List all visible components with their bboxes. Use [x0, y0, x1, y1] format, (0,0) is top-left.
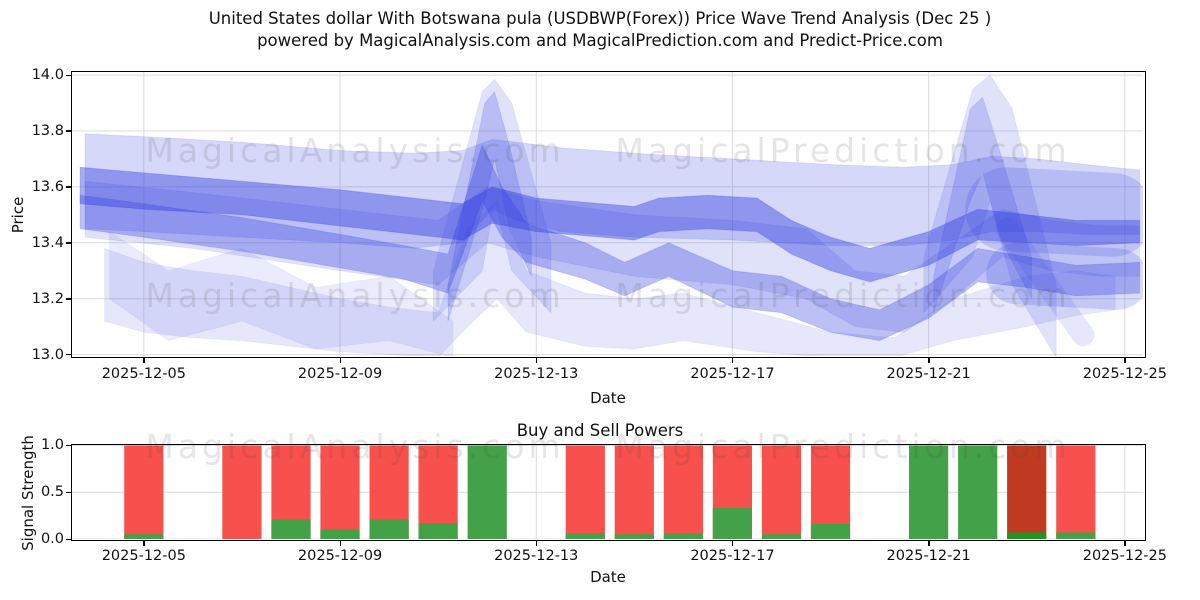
- sell-power-bar: [1007, 445, 1047, 539]
- price-axis-label: Price: [9, 196, 27, 234]
- y-tick-label: 1.0: [40, 437, 64, 454]
- y-tick-mark: [66, 491, 71, 494]
- x-tick-label: 2025-12-17: [690, 366, 775, 382]
- x-tick-label: 2025-12-09: [297, 548, 383, 564]
- figure-title: United States dollar With Botswana pula …: [0, 8, 1200, 52]
- x-tick-mark: [143, 358, 145, 363]
- y-tick-mark: [66, 538, 71, 540]
- price-wave-band: [109, 231, 454, 356]
- buy-power-bar: [614, 534, 654, 539]
- x-tick-mark: [535, 541, 538, 546]
- x-tick-label: 2025-12-09: [297, 366, 383, 382]
- x-tick-label: 2025-12-21: [886, 548, 971, 564]
- x-tick-label: 2025-12-05: [101, 548, 186, 564]
- sell-power-bar: [320, 445, 360, 539]
- buy-power-bar: [663, 533, 703, 539]
- figure-title-line1: United States dollar With Botswana pula …: [208, 9, 992, 28]
- x-tick-mark: [928, 358, 930, 363]
- price-wave-band: [79, 144, 1141, 342]
- price-wave-band-pill: [986, 242, 1143, 310]
- price-wave-band: [84, 133, 1141, 249]
- x-tick-label: 2025-12-13: [494, 366, 579, 382]
- buy-power-bar: [467, 445, 507, 539]
- buy-power-bar: [958, 445, 998, 539]
- buy-power-bar: [124, 534, 164, 539]
- sell-power-bar: [810, 445, 851, 539]
- y-tick-mark: [66, 444, 71, 447]
- x-tick-mark: [731, 358, 734, 363]
- x-tick-label: 2025-12-13: [494, 548, 579, 564]
- y-tick-label: 13.8: [31, 122, 64, 139]
- power-bars-svg: [72, 445, 1143, 539]
- price-wave-band: [79, 166, 1141, 283]
- buy-power-bar: [320, 529, 360, 539]
- sell-power-bar: [614, 445, 654, 539]
- x-tick-mark: [928, 541, 930, 546]
- buy-power-bar: [909, 445, 949, 539]
- buy-power-bar: [418, 523, 458, 539]
- buy-power-bar: [712, 508, 752, 539]
- x-tick-label: 2025-12-25: [1082, 548, 1167, 564]
- y-tick-mark: [66, 74, 71, 76]
- x-tick-mark: [143, 541, 145, 546]
- date-axis-label-bottom: Date: [590, 568, 626, 586]
- x-tick-label: 2025-12-05: [101, 366, 186, 382]
- x-tick-mark: [1124, 358, 1126, 363]
- x-tick-mark: [339, 358, 341, 363]
- buy-power-bar: [369, 519, 409, 539]
- y-tick-label: 0.5: [40, 484, 64, 501]
- price-chart-plot-area: [71, 71, 1146, 358]
- y-tick-label: 13.2: [31, 290, 64, 307]
- y-tick-label: 13.0: [31, 346, 64, 363]
- power-chart-plot-area: [71, 444, 1146, 541]
- y-tick-mark: [66, 130, 71, 132]
- x-tick-label: 2025-12-17: [690, 548, 775, 564]
- buy-power-bar: [565, 533, 605, 539]
- buy-power-bar: [1007, 532, 1047, 539]
- y-tick-label: 0.0: [40, 531, 64, 547]
- y-tick-label: 13.4: [31, 234, 64, 251]
- buy-power-bar: [1056, 532, 1096, 539]
- figure-title-line2: powered by MagicalAnalysis.com and Magic…: [257, 31, 943, 50]
- buy-power-bar: [761, 534, 802, 539]
- sell-power-bar: [222, 445, 262, 539]
- y-tick-mark: [66, 354, 71, 356]
- sell-power-bar: [124, 445, 164, 539]
- price-wave-band-pill: [965, 167, 1143, 257]
- sell-power-bar: [663, 445, 703, 539]
- sell-power-bar: [565, 445, 605, 539]
- y-tick-mark: [66, 242, 71, 244]
- price-wave-band: [104, 200, 1116, 356]
- power-chart-title: Buy and Sell Powers: [516, 421, 684, 440]
- price-wave-band: [84, 180, 1141, 333]
- price-wave-band: [923, 74, 1057, 356]
- y-tick-label: 13.6: [31, 178, 64, 195]
- price-wave-band-pill: [995, 217, 1095, 347]
- price-wave-band: [933, 96, 1033, 314]
- y-tick-mark: [66, 186, 71, 188]
- price-wave-bands-svg: [72, 72, 1143, 356]
- x-tick-mark: [339, 541, 341, 546]
- y-tick-mark: [66, 298, 71, 300]
- price-wave-band: [432, 78, 552, 322]
- sell-power-bar: [1056, 445, 1096, 539]
- date-axis-label-top: Date: [590, 389, 626, 407]
- buy-power-bar: [271, 519, 311, 539]
- x-tick-label: 2025-12-21: [886, 366, 971, 382]
- price-wave-band: [447, 91, 532, 322]
- buy-power-bar: [810, 524, 851, 539]
- x-tick-label: 2025-12-25: [1082, 366, 1167, 382]
- x-tick-mark: [731, 541, 734, 546]
- sell-power-bar: [761, 445, 802, 539]
- x-tick-mark: [535, 358, 538, 363]
- y-tick-label: 14.0: [31, 67, 64, 84]
- x-tick-mark: [1124, 541, 1126, 546]
